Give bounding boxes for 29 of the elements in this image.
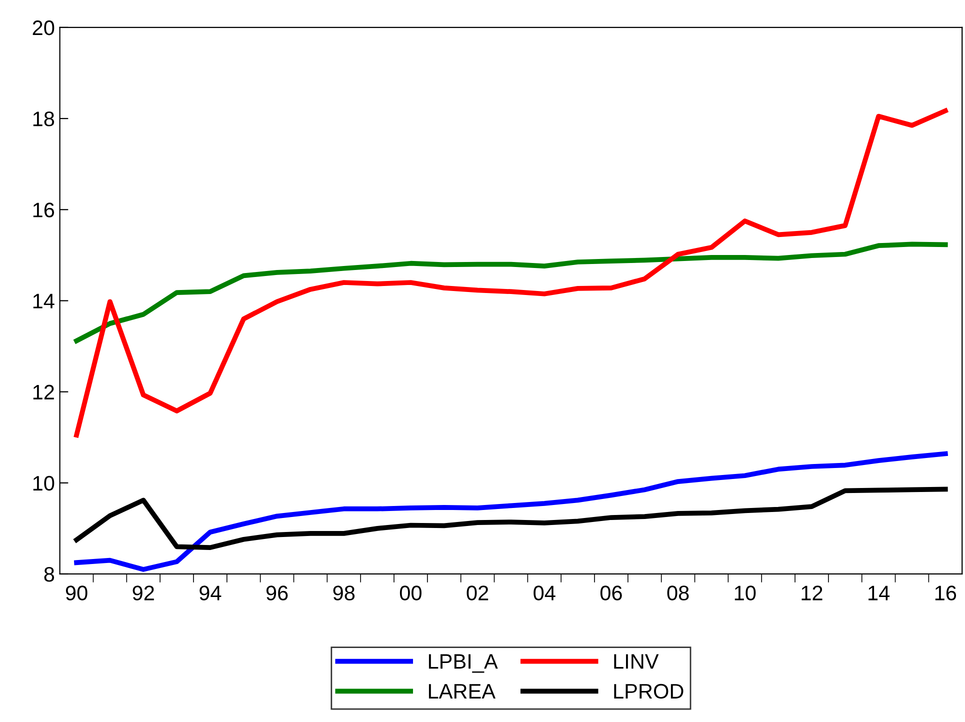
x-tick-label: 92 [132,586,154,600]
y-tick-label: 18 [33,112,54,126]
line-series [74,108,948,438]
x-tick-label: 02 [466,586,488,600]
y-tick-label: 16 [33,202,54,218]
y-tick-label: 10 [33,476,54,491]
line-series [74,451,948,572]
x-tick-label: 00 [400,586,422,600]
legend-label: LAREA [428,684,496,698]
x-tick-label: 94 [200,586,222,600]
x-tick-label: 10 [734,586,756,600]
y-tick-label: 8 [44,566,54,582]
legend-label: LPROD [614,684,684,699]
x-tick-label: 16 [935,586,956,600]
x-tick-label: 90 [66,586,88,600]
x-tick-label: 04 [534,586,556,600]
legend-label: LPBI_A [428,654,498,673]
y-tick-label: 20 [32,20,54,36]
legend-label: LINV [614,654,659,669]
y-tick-label: 14 [33,294,54,308]
line-series [74,242,948,344]
x-tick-label: 14 [868,586,890,600]
y-tick-label: 12 [33,384,54,400]
x-tick-label: 06 [600,586,622,600]
x-tick-label: 12 [802,586,822,600]
x-tick-label: 96 [266,586,288,600]
x-tick-label: 08 [667,586,689,600]
line-series [74,486,948,550]
x-tick-label: 98 [333,586,355,600]
